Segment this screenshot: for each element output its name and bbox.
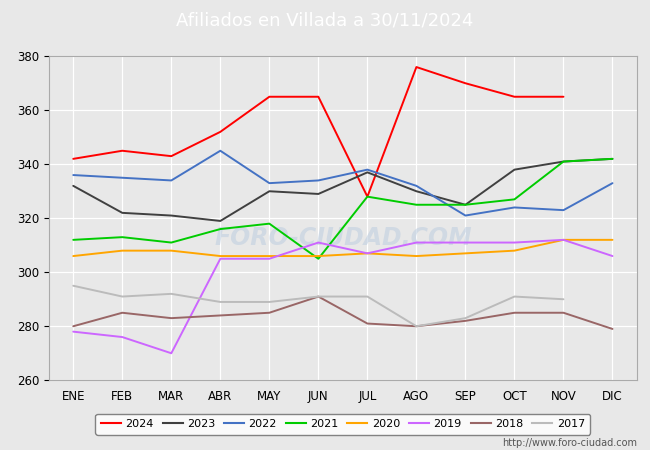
Text: http://www.foro-ciudad.com: http://www.foro-ciudad.com [502,438,637,448]
Text: FORO-CIUDAD.COM: FORO-CIUDAD.COM [214,226,472,250]
Text: Afiliados en Villada a 30/11/2024: Afiliados en Villada a 30/11/2024 [176,12,474,30]
Legend: 2024, 2023, 2022, 2021, 2020, 2019, 2018, 2017: 2024, 2023, 2022, 2021, 2020, 2019, 2018… [96,414,590,435]
